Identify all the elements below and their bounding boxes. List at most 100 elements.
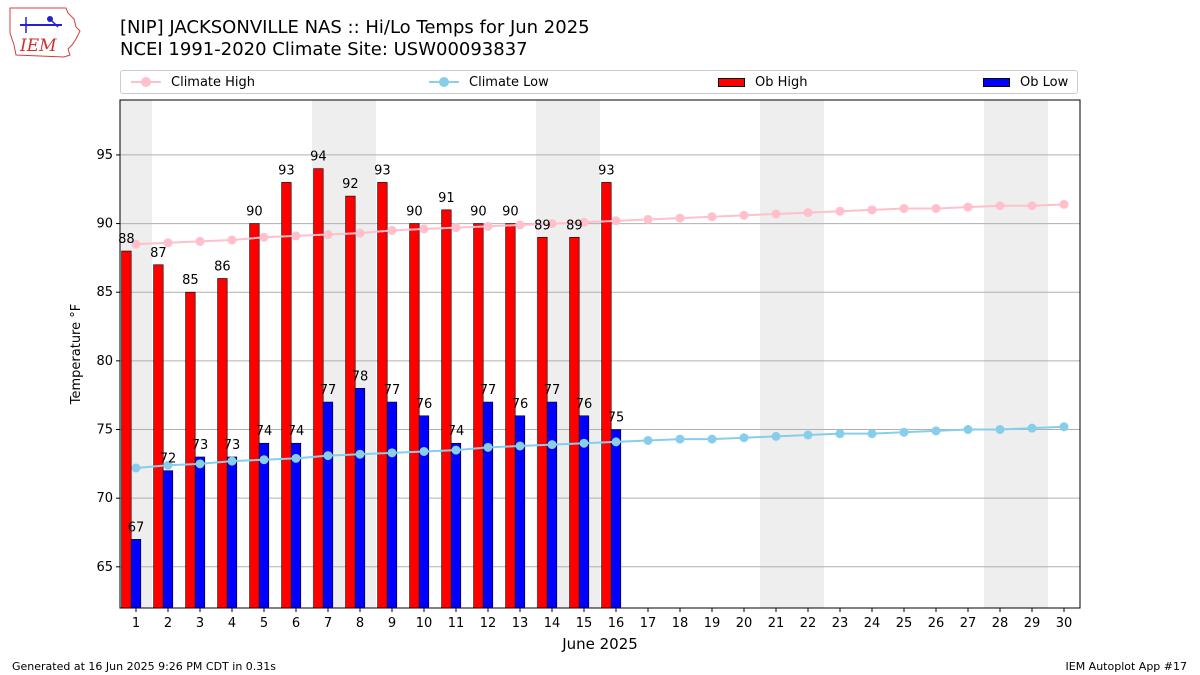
legend-item-climate-low: Climate Low <box>429 71 549 93</box>
legend-swatch-climate-low <box>429 76 459 88</box>
ob-low-label-day-9: 77 <box>384 383 401 398</box>
legend-label-climate-high: Climate High <box>171 74 256 90</box>
climate-low-point-day-4 <box>227 456 237 466</box>
ob-low-label-day-8: 78 <box>352 369 369 384</box>
climate-low-point-day-6 <box>291 453 301 463</box>
climate-low-point-day-28 <box>995 425 1005 435</box>
weekend-shade-day-29 <box>1016 100 1048 608</box>
ob-high-label-day-9: 93 <box>374 163 391 178</box>
ob-high-bar-day-14 <box>537 236 548 609</box>
y-tick-label-80: 80 <box>96 354 113 369</box>
x-tick-label-16: 16 <box>608 616 625 631</box>
climate-high-point-day-29 <box>1027 201 1037 211</box>
x-tick-label-22: 22 <box>800 616 817 631</box>
climate-high-point-day-24 <box>867 205 877 215</box>
climate-high-point-day-15 <box>579 217 589 227</box>
x-tick-label-7: 7 <box>324 616 332 631</box>
climate-high-point-day-11 <box>451 223 461 233</box>
climate-high-point-day-7 <box>323 230 333 240</box>
ob-low-label-day-3: 73 <box>192 438 209 453</box>
ob-high-label-day-13: 90 <box>502 205 519 220</box>
climate-low-point-day-29 <box>1027 423 1037 433</box>
climate-low-point-day-21 <box>771 431 781 441</box>
legend-label-ob-low: Ob Low <box>1020 74 1069 90</box>
x-tick-label-25: 25 <box>896 616 913 631</box>
ob-high-label-day-11: 91 <box>438 191 455 206</box>
ob-high-bar-day-12 <box>473 223 484 609</box>
climate-high-point-day-18 <box>675 213 685 223</box>
ob-low-label-day-7: 77 <box>320 383 337 398</box>
ob-high-label-day-7: 94 <box>310 150 327 165</box>
ob-low-bar-day-11 <box>450 442 462 609</box>
x-tick-label-24: 24 <box>864 616 881 631</box>
ob-low-label-day-2: 72 <box>160 452 177 467</box>
climate-low-point-day-10 <box>419 446 429 456</box>
x-tick-label-17: 17 <box>640 616 657 631</box>
x-tick-label-15: 15 <box>576 616 593 631</box>
ob-low-bar-day-3 <box>194 456 206 609</box>
plot-frame <box>119 99 1081 609</box>
y-tick-label-65: 65 <box>96 560 113 575</box>
ob-high-label-day-6: 93 <box>278 163 295 178</box>
climate-high-point-day-9 <box>387 225 397 235</box>
climate-high-point-day-10 <box>419 224 429 234</box>
x-tick-label-8: 8 <box>356 616 364 631</box>
x-tick-label-21: 21 <box>768 616 785 631</box>
x-axis-label: June 2025 <box>561 635 638 653</box>
climate-low-point-day-16 <box>611 437 621 447</box>
ob-high-bar-day-2 <box>153 264 164 609</box>
y-axis-label: Temperature °F <box>69 304 84 405</box>
x-tick-label-28: 28 <box>992 616 1009 631</box>
climate-high-point-day-27 <box>963 202 973 212</box>
y-tick-label-75: 75 <box>96 423 113 438</box>
x-tick-label-2: 2 <box>164 616 172 631</box>
climate-low-point-day-5 <box>259 455 269 465</box>
climate-low-point-day-20 <box>739 433 749 443</box>
climate-low-point-day-23 <box>835 429 845 439</box>
climate-high-point-day-20 <box>739 210 749 220</box>
legend-item-climate-high: Climate High <box>131 71 255 93</box>
climate-high-point-day-14 <box>547 219 557 229</box>
weekend-shade-day-21 <box>760 100 792 608</box>
climate-high-point-day-23 <box>835 206 845 216</box>
ob-high-label-day-14: 89 <box>534 218 551 233</box>
climate-low-point-day-17 <box>643 435 653 445</box>
ob-low-bar-day-6 <box>290 442 302 609</box>
chart-title: [NIP] JACKSONVILLE NAS :: Hi/Lo Temps fo… <box>120 17 590 38</box>
bar-value-labels: 88 87 85 86 90 93 94 92 93 90 91 90 90 89 89 93 67 72 73 73… <box>118 150 624 536</box>
ob-high-bar-day-13 <box>505 223 516 609</box>
x-tick-label-1: 1 <box>132 616 140 631</box>
climate-high-point-day-17 <box>643 214 653 224</box>
legend: Climate High Climate Low Ob High Ob Low <box>120 70 1078 94</box>
ob-low-label-day-4: 73 <box>224 438 241 453</box>
climate-low-point-day-25 <box>899 427 909 437</box>
ob-high-label-day-2: 87 <box>150 246 167 261</box>
climate-high-point-day-26 <box>931 203 941 213</box>
x-tick-label-19: 19 <box>704 616 721 631</box>
climate-low-point-day-2 <box>163 460 173 470</box>
ob-low-bar-day-1 <box>130 539 142 609</box>
ob-low-label-day-10: 76 <box>416 397 433 412</box>
ob-low-label-day-16: 75 <box>608 411 625 426</box>
y-tick-label-70: 70 <box>96 491 113 506</box>
climate-high-point-day-12 <box>483 221 493 231</box>
ob-low-bar-day-5 <box>258 442 270 609</box>
ob-high-bar-day-10 <box>409 223 420 609</box>
x-tick-label-29: 29 <box>1024 616 1041 631</box>
ob-low-bar-day-2 <box>162 470 174 609</box>
bars <box>121 168 622 609</box>
climate-lines <box>131 199 1069 473</box>
climate-high-point-day-6 <box>291 231 301 241</box>
ob-low-bar-day-10 <box>418 415 430 609</box>
weekend-shade-day-22 <box>792 100 824 608</box>
climate-low-point-day-27 <box>963 425 973 435</box>
legend-item-ob-high: Ob High <box>718 71 808 93</box>
chart-subtitle: NCEI 1991-2020 Climate Site: USW00093837 <box>120 39 528 60</box>
legend-swatch-ob-low <box>983 77 1010 87</box>
climate-low-point-day-26 <box>931 426 941 436</box>
x-tick-label-23: 23 <box>832 616 849 631</box>
ob-high-label-day-10: 90 <box>406 205 423 220</box>
ob-low-bar-day-12 <box>482 401 494 609</box>
climate-high-point-day-25 <box>899 203 909 213</box>
ob-high-bar-day-11 <box>441 209 452 609</box>
